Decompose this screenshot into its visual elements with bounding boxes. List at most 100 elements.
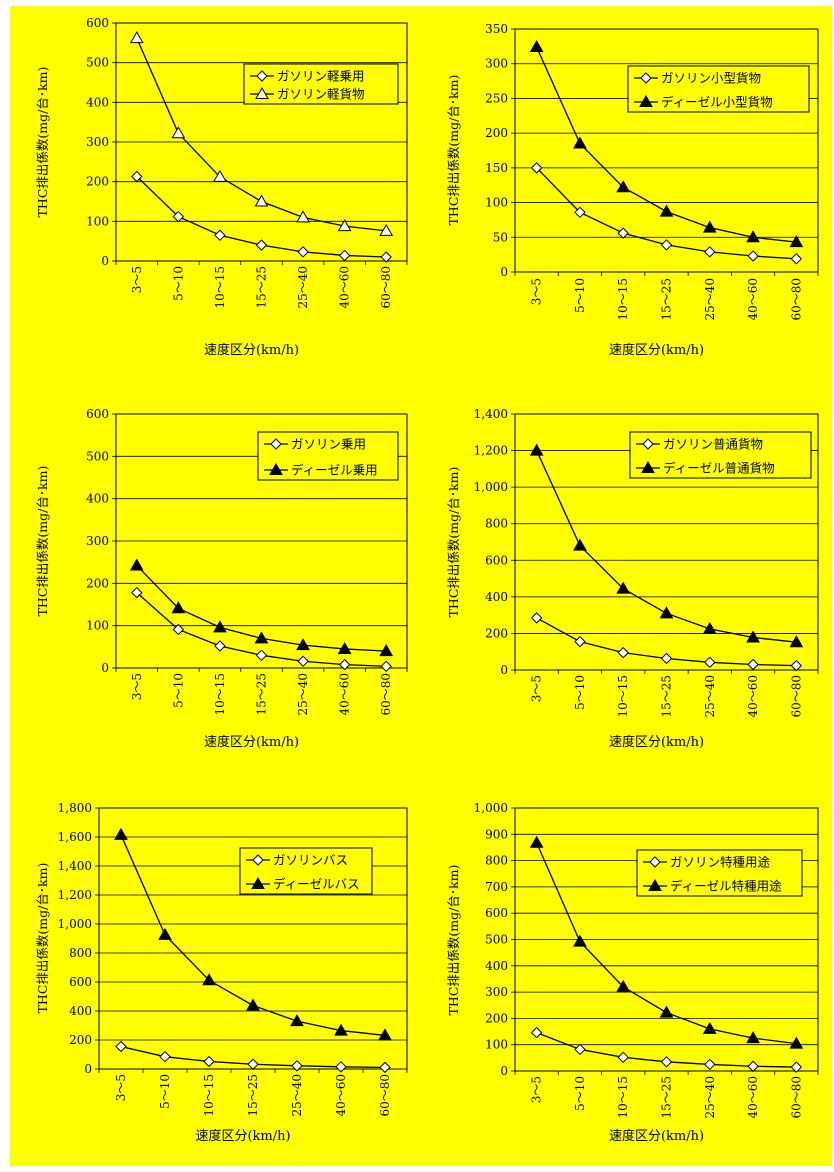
chart-4-series-2-point-6: [746, 630, 760, 643]
chart-1-x-axis-title: 速度区分(km/h): [204, 342, 299, 358]
chart-3-xtick-label: 10～15: [213, 673, 227, 716]
chart-6-ytick-label: 100: [485, 1038, 508, 1052]
chart-4-series-2-point-4: [659, 606, 674, 619]
chart-1-legend-label-1: ガソリン軽乗用: [277, 69, 365, 84]
chart-5-series-1-point-100: [252, 854, 264, 866]
chart-4-series-1-point-7: [790, 659, 803, 672]
chart-2-series-1-point-100: [640, 72, 652, 84]
chart-5-ytick-label: 400: [69, 1004, 92, 1018]
chart-2-series-1-point-6: [747, 250, 759, 262]
chart-2-xtick-label: 40～60: [746, 278, 760, 321]
chart-4-series-1-point-6: [747, 658, 759, 671]
chart-3-series-2-point-5: [296, 638, 310, 651]
chart-1-ytick-label: 200: [86, 175, 109, 189]
chart-1-ytick-label: 600: [86, 16, 109, 30]
chart-5-series-1-point-4: [247, 1058, 259, 1070]
chart-5-series-1-point-5: [291, 1060, 303, 1072]
chart-2-ytick-label: 250: [485, 91, 508, 105]
chart-3-ytick-label: 0: [101, 661, 109, 675]
chart-5-y-axis-title: THC排出係数(mg/台･km): [35, 863, 50, 1014]
chart-6-series-2-point-100: [648, 878, 662, 891]
chart-6-ytick-label: 900: [485, 827, 508, 841]
chart-4-ytick-label: 400: [485, 590, 508, 604]
chart-1-series-2-point-3: [213, 169, 227, 182]
chart-3-xtick-label: 5～10: [171, 673, 185, 708]
chart-6-ytick-label: 300: [485, 985, 508, 999]
chart-2-xtick-label: 10～15: [616, 278, 630, 321]
chart-1-xtick-label: 25～40: [296, 266, 310, 309]
chart-2-ytick-label: 350: [485, 22, 508, 36]
chart-6-series-1-point-1: [530, 1026, 543, 1039]
chart-3-xtick-label: 3～5: [130, 673, 144, 700]
chart-2-legend-label-1: ガソリン小型貨物: [661, 71, 761, 86]
chart-1-series-1-point-7: [380, 251, 392, 263]
chart-1-series-2-point-5: [296, 210, 310, 223]
chart-1-series-2-point-1: [129, 31, 144, 44]
chart-5-series-1-point-3: [203, 1055, 215, 1068]
chart-6-series-2-point-6: [746, 1031, 760, 1044]
chart-5-xtick-label: 60～80: [378, 1074, 392, 1117]
figure-background: [10, 6, 832, 1166]
chart-6-xtick-label: 60～80: [789, 1076, 803, 1119]
chart-3-xtick-label: 25～40: [296, 673, 310, 716]
chart-6-series-2-point-7: [789, 1036, 804, 1049]
chart-2-series-2-point-5: [702, 220, 717, 233]
chart-5-ytick-label: 600: [69, 975, 92, 989]
chart-1-ytick-label: 100: [86, 214, 109, 228]
chart-2-series-2-point-1: [529, 40, 544, 53]
chart-1-series-1-point-100: [256, 70, 268, 82]
chart-6-xtick-label: 25～40: [703, 1076, 717, 1119]
chart-5-series-2-point-100: [251, 876, 265, 889]
chart-2-ytick-label: 50: [493, 230, 508, 244]
chart-4-xtick-label: 25～40: [703, 675, 717, 718]
chart-1-xtick-label: 10～15: [213, 266, 227, 309]
chart-3-series-2-point-1: [129, 558, 144, 571]
chart-4-series-1-point-1: [530, 612, 543, 624]
chart-1-series-1-point-6: [338, 249, 351, 262]
chart-5-series-2-point-1: [114, 827, 128, 840]
chart-5-series-2-point-3: [202, 973, 216, 986]
chart-5-ytick-label: 0: [84, 1062, 92, 1076]
chart-2-xtick-label: 25～40: [703, 278, 717, 321]
chart-4-ytick-label: 0: [500, 663, 508, 677]
chart-5-xtick-label: 5～10: [158, 1074, 172, 1109]
chart-1-legend-label-2: ガソリン軽貨物: [277, 87, 365, 102]
chart-2-plot-area: [514, 28, 819, 273]
chart-6: 0 100 200 300 400 500 600 700 800 900 1,000 3～5 5～10…: [446, 801, 819, 1144]
chart-3-series-1-point-5: [297, 655, 309, 667]
chart-3-xtick-label: 60～80: [379, 673, 393, 716]
chart-6-series-2-point-5: [702, 1021, 717, 1034]
chart-4-ytick-label: 1,200: [474, 444, 508, 458]
chart-3-series-2-point-3: [213, 620, 227, 633]
chart-4-series-2-point-5: [702, 621, 717, 634]
chart-2-series-1-point-1: [530, 162, 543, 174]
chart-6-series-1-point-2: [574, 1043, 586, 1056]
chart-4-ytick-label: 1,400: [474, 407, 508, 421]
chart-5: 0 200 400 600 800 1,000 1,200 1,400 1,600 1,800 3～…: [35, 801, 408, 1144]
chart-6-series-1-point-3: [617, 1051, 629, 1064]
chart-1-ytick-label: 500: [86, 56, 109, 70]
chart-3-series-1-point-1: [131, 586, 143, 599]
chart-1: 0 100 200 300 400 500 600 3～5 5～10 10～15 15～25 25～4…: [35, 16, 408, 358]
chart-6-xtick-label: 15～25: [660, 1076, 674, 1119]
chart-5-series-1-point-7: [379, 1061, 391, 1074]
chart-1-legend: [243, 63, 399, 105]
chart-1-ytick-label: 300: [86, 135, 109, 149]
chart-4-series-1-point-5: [704, 656, 716, 669]
chart-1-xtick-label: 15～25: [255, 266, 269, 309]
chart-2-legend-label-2: ディーゼル小型貨物: [661, 95, 773, 110]
chart-1-series-2-point-7: [379, 223, 394, 236]
chart-4-xtick-label: 40～60: [746, 675, 760, 718]
chart-5-series-2-point-6: [334, 1023, 348, 1036]
chart-4-legend-label-1: ガソリン普通貨物: [663, 437, 763, 452]
chart-2-ytick-label: 300: [485, 57, 508, 71]
chart-5-ytick-label: 1,800: [58, 801, 92, 815]
chart-2-ytick-label: 200: [485, 126, 508, 140]
chart-1-ytick-label: 0: [101, 254, 109, 268]
chart-2-legend: [627, 65, 810, 113]
chart-4: 0 200 400 600 800 1,000 1,200 1,400 3～5 5～10 10～15…: [446, 407, 819, 750]
chart-1-ytick-label: 400: [86, 95, 109, 109]
chart-5-ytick-label: 200: [69, 1033, 92, 1047]
chart-6-legend: [636, 849, 803, 897]
chart-3-ytick-label: 300: [86, 534, 109, 548]
